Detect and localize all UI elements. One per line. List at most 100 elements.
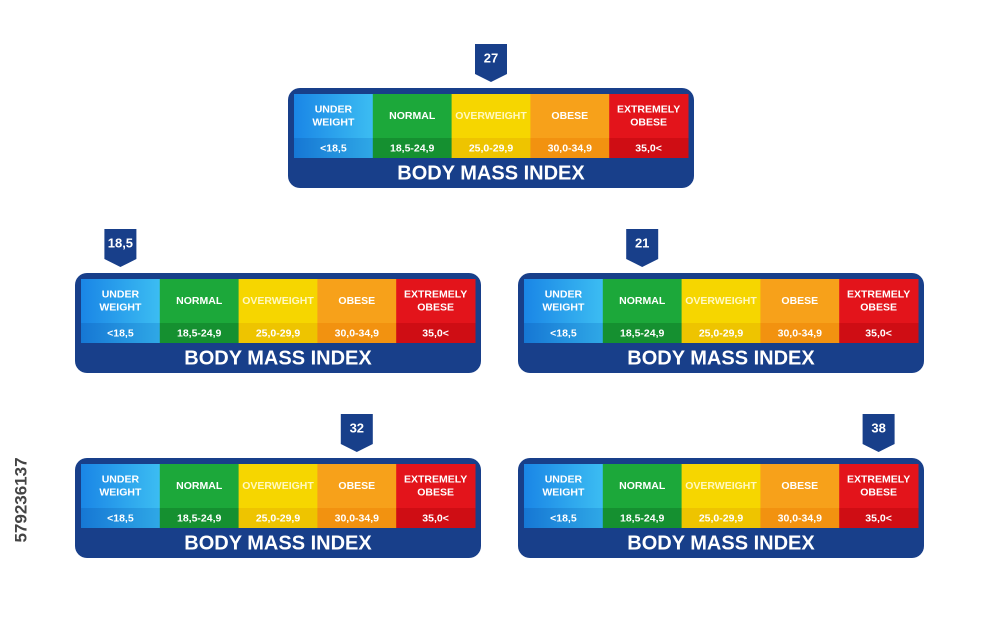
category-label: EXTREMELY OBESE <box>404 288 467 313</box>
category-cell <box>238 464 318 508</box>
category-cell <box>602 279 683 323</box>
category-label: EXTREMELY OBESE <box>617 103 680 128</box>
range-label: 25,0-29,9 <box>256 512 301 524</box>
marker-value: 27 <box>484 50 498 65</box>
marker-value: 32 <box>350 420 364 435</box>
card-title: BODY MASS INDEX <box>184 347 372 369</box>
category-cell <box>372 94 453 138</box>
range-cell <box>602 323 683 343</box>
category-label: OVERWEIGHT <box>685 295 757 307</box>
range-cell <box>396 508 476 528</box>
range-label: 18,5-24,9 <box>177 512 222 524</box>
category-cell <box>81 279 161 323</box>
range-label: 35,0< <box>865 512 892 524</box>
range-label: 30,0-34,9 <box>778 512 823 524</box>
category-label: NORMAL <box>619 295 666 307</box>
category-cell <box>396 279 476 323</box>
range-label: 18,5-24,9 <box>177 327 222 339</box>
category-cell <box>159 464 240 508</box>
category-label: OBESE <box>338 480 375 492</box>
watermark: 579236137 <box>11 457 30 542</box>
category-label: OVERWEIGHT <box>455 110 527 122</box>
range-cell <box>609 138 689 158</box>
range-cell <box>524 508 604 528</box>
marker-value: 38 <box>871 420 885 435</box>
range-label: 18,5-24,9 <box>620 512 665 524</box>
range-cell <box>839 508 919 528</box>
range-cell <box>681 323 761 343</box>
category-label: NORMAL <box>176 480 223 492</box>
range-cell <box>839 323 919 343</box>
category-cell <box>681 464 761 508</box>
category-label: OVERWEIGHT <box>242 295 314 307</box>
range-cell <box>81 323 161 343</box>
marker-pointer <box>862 414 895 452</box>
category-label: UNDER WEIGHT <box>312 103 355 128</box>
category-cell <box>238 279 318 323</box>
range-label: 35,0< <box>865 327 892 339</box>
range-label: 25,0-29,9 <box>699 327 744 339</box>
category-cell <box>524 464 604 508</box>
category-cell <box>530 94 610 138</box>
range-label: <18,5 <box>320 142 347 154</box>
bmi-card: UNDER WEIGHT <18,5 NORMAL 18,5-24,9 OVERWEIGH… <box>518 229 924 373</box>
range-cell <box>530 138 610 158</box>
range-label: 18,5-24,9 <box>620 327 665 339</box>
range-label: 35,0< <box>422 327 449 339</box>
category-label: OBESE <box>781 480 818 492</box>
category-cell <box>396 464 476 508</box>
category-label: OVERWEIGHT <box>685 480 757 492</box>
category-cell <box>524 279 604 323</box>
category-label: NORMAL <box>619 480 666 492</box>
range-cell <box>159 323 240 343</box>
category-label: NORMAL <box>176 295 223 307</box>
category-cell <box>317 279 397 323</box>
category-cell <box>81 464 161 508</box>
bmi-card: UNDER WEIGHT <18,5 NORMAL 18,5-24,9 OVERWEIGH… <box>518 414 924 558</box>
category-cell <box>760 279 840 323</box>
range-cell <box>317 323 397 343</box>
marker-value: 21 <box>635 235 649 250</box>
range-cell <box>681 508 761 528</box>
card-title: BODY MASS INDEX <box>627 532 815 554</box>
category-label: NORMAL <box>389 110 436 122</box>
category-label: OBESE <box>781 295 818 307</box>
category-label: EXTREMELY OBESE <box>847 288 910 313</box>
bmi-card: UNDER WEIGHT <18,5 NORMAL 18,5-24,9 OVERWEIGH… <box>75 414 481 558</box>
range-cell <box>760 508 840 528</box>
range-cell <box>159 508 240 528</box>
category-cell <box>294 94 374 138</box>
marker-pointer <box>626 229 659 267</box>
range-label: 30,0-34,9 <box>778 327 823 339</box>
category-label: UNDER WEIGHT <box>542 288 585 313</box>
category-cell <box>681 279 761 323</box>
range-label: 35,0< <box>422 512 449 524</box>
category-cell <box>839 464 919 508</box>
range-label: <18,5 <box>107 512 134 524</box>
category-label: OBESE <box>338 295 375 307</box>
range-label: 35,0< <box>635 142 662 154</box>
category-label: OVERWEIGHT <box>242 480 314 492</box>
category-cell <box>159 279 240 323</box>
range-label: 25,0-29,9 <box>256 327 301 339</box>
range-cell <box>396 323 476 343</box>
range-cell <box>317 508 397 528</box>
category-cell <box>839 279 919 323</box>
category-label: OBESE <box>551 110 588 122</box>
range-label: 30,0-34,9 <box>335 512 380 524</box>
range-cell <box>238 508 318 528</box>
card-title: BODY MASS INDEX <box>397 162 585 184</box>
range-label: <18,5 <box>107 327 134 339</box>
range-cell <box>238 323 318 343</box>
category-label: UNDER WEIGHT <box>99 473 142 498</box>
range-label: 25,0-29,9 <box>699 512 744 524</box>
bmi-card: UNDER WEIGHT <18,5 NORMAL 18,5-24,9 OVERWEIGH… <box>288 44 694 188</box>
bmi-card: UNDER WEIGHT <18,5 NORMAL 18,5-24,9 OVERWEIGH… <box>75 229 481 373</box>
marker-value: 18,5 <box>108 235 133 250</box>
category-cell <box>760 464 840 508</box>
category-cell <box>609 94 689 138</box>
range-cell <box>372 138 453 158</box>
card-title: BODY MASS INDEX <box>627 347 815 369</box>
range-label: 30,0-34,9 <box>335 327 380 339</box>
